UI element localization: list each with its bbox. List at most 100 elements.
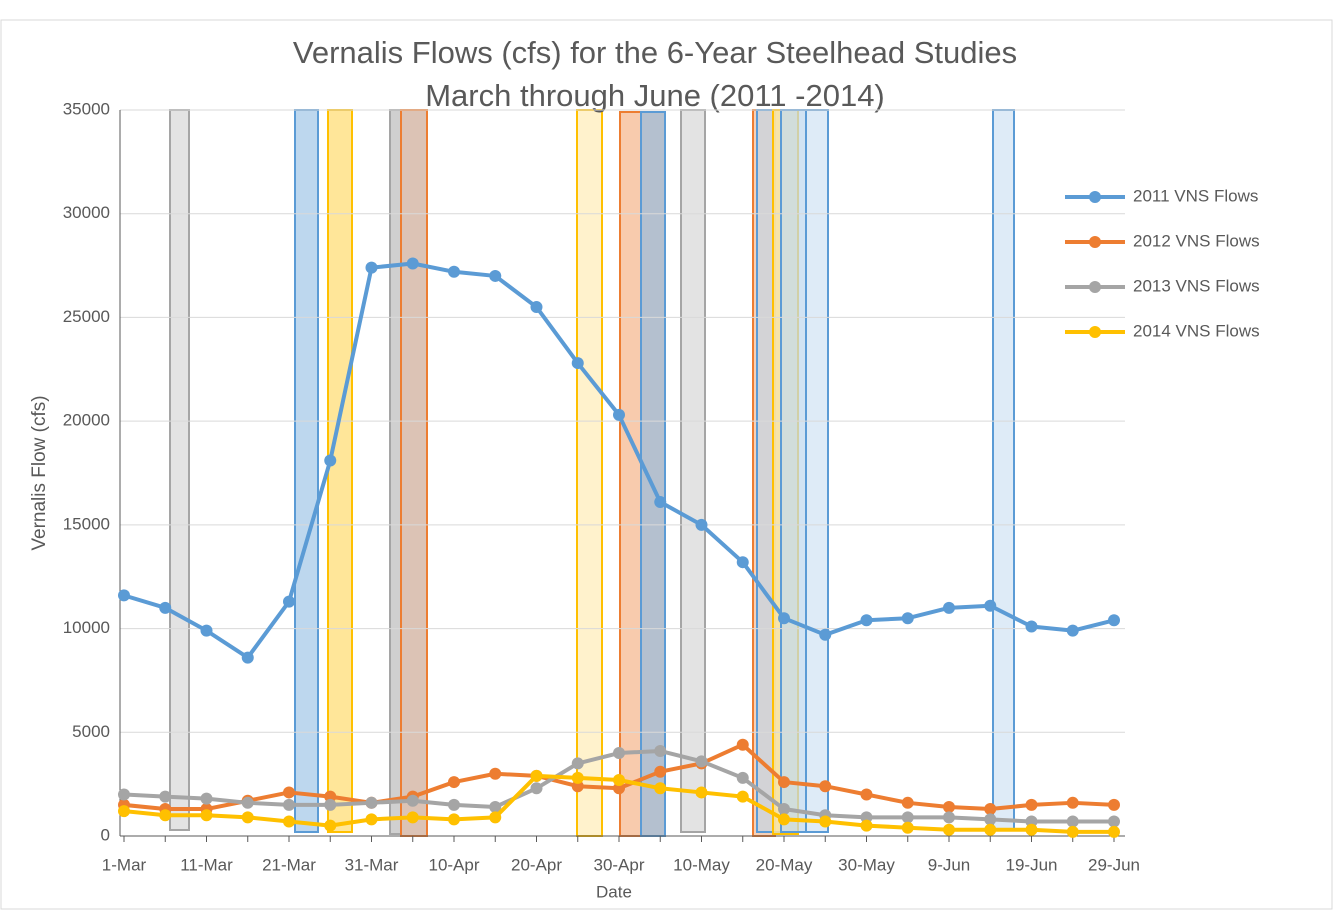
chart-title: Vernalis Flows (cfs) for the 6-Year Stee… — [293, 35, 1017, 70]
data-point — [1066, 796, 1079, 809]
data-point — [448, 813, 460, 826]
data-point — [613, 408, 625, 421]
x-tick-label: 30-Apr — [593, 855, 644, 874]
data-point — [530, 782, 543, 795]
x-tick-label: 21-Mar — [262, 855, 316, 874]
data-point — [365, 261, 378, 274]
data-point — [1025, 823, 1038, 836]
legend-marker — [1089, 281, 1101, 293]
data-point — [984, 823, 997, 836]
data-point — [778, 813, 790, 826]
data-point — [324, 454, 337, 467]
x-axis-label: Date — [596, 882, 632, 901]
study-period — [780, 109, 807, 833]
data-point — [901, 811, 914, 824]
chart-subtitle: March through June (2011 -2014) — [425, 78, 885, 113]
data-point — [860, 614, 873, 627]
data-point — [901, 796, 914, 809]
data-point — [159, 601, 172, 614]
y-tick-label: 15000 — [63, 514, 110, 533]
data-point — [571, 357, 584, 370]
study-period — [640, 111, 666, 837]
data-point — [654, 496, 667, 509]
study-period — [576, 109, 603, 837]
data-point — [448, 776, 460, 789]
data-point — [489, 800, 502, 813]
data-point — [778, 776, 790, 789]
x-tick-label: 20-Apr — [511, 855, 562, 874]
data-point — [1025, 620, 1038, 633]
legend-marker — [1089, 191, 1101, 203]
data-point — [571, 780, 584, 793]
study-period — [619, 111, 643, 837]
data-point — [241, 811, 254, 824]
data-point — [819, 628, 832, 641]
data-point — [241, 651, 254, 664]
data-point — [1066, 815, 1079, 828]
data-point — [1108, 825, 1120, 838]
data-point — [200, 809, 213, 822]
study-period — [805, 109, 829, 833]
data-point — [200, 792, 213, 805]
study-period — [992, 109, 1015, 831]
data-point — [695, 518, 708, 531]
data-point — [1108, 815, 1120, 828]
x-tick-label: 11-Mar — [180, 855, 233, 874]
chart-frame — [0, 19, 1333, 910]
data-point — [1108, 614, 1120, 627]
data-point — [778, 612, 790, 625]
data-point — [901, 612, 914, 625]
data-point — [489, 269, 502, 282]
x-tick-label: 29-Jun — [1088, 855, 1140, 874]
data-point — [118, 805, 130, 818]
data-point — [901, 821, 914, 834]
data-point — [1025, 798, 1038, 811]
data-point — [943, 823, 955, 836]
legend-label: 2011 VNS Flows — [1133, 186, 1258, 205]
data-point — [571, 757, 584, 770]
study-period — [400, 109, 428, 837]
data-point — [984, 813, 997, 826]
data-point — [159, 809, 172, 822]
data-point — [943, 800, 955, 813]
data-point — [448, 265, 460, 278]
data-point — [324, 798, 337, 811]
data-point — [819, 815, 832, 828]
data-point — [695, 786, 708, 799]
y-tick-label: 10000 — [63, 618, 110, 637]
data-point — [819, 780, 832, 793]
data-point — [695, 755, 708, 768]
data-point — [448, 798, 460, 811]
data-point — [943, 601, 955, 614]
data-point — [283, 786, 295, 799]
x-tick-label: 19-Jun — [1006, 855, 1058, 874]
study-periods — [169, 109, 1015, 837]
x-tick-label: 9-Jun — [928, 855, 971, 874]
x-tick-label: 10-Apr — [428, 855, 479, 874]
data-point — [654, 782, 667, 795]
data-point — [406, 794, 419, 807]
data-point — [530, 301, 543, 314]
data-point — [530, 769, 543, 782]
data-point — [365, 796, 378, 809]
data-point — [241, 796, 254, 809]
data-point — [283, 798, 295, 811]
data-point — [654, 765, 667, 778]
y-tick-label: 25000 — [63, 307, 110, 326]
data-point — [406, 811, 419, 824]
data-point — [118, 589, 130, 602]
data-point — [736, 790, 749, 803]
data-point — [860, 788, 873, 801]
data-point — [736, 556, 749, 569]
study-period — [327, 109, 353, 833]
data-point — [406, 257, 419, 270]
legend-label: 2014 VNS Flows — [1133, 321, 1260, 340]
x-tick-label: 10-May — [673, 855, 730, 874]
y-tick-label: 5000 — [72, 722, 110, 741]
legend-marker — [1089, 236, 1101, 248]
data-point — [324, 819, 337, 832]
data-point — [860, 819, 873, 832]
data-point — [736, 771, 749, 784]
